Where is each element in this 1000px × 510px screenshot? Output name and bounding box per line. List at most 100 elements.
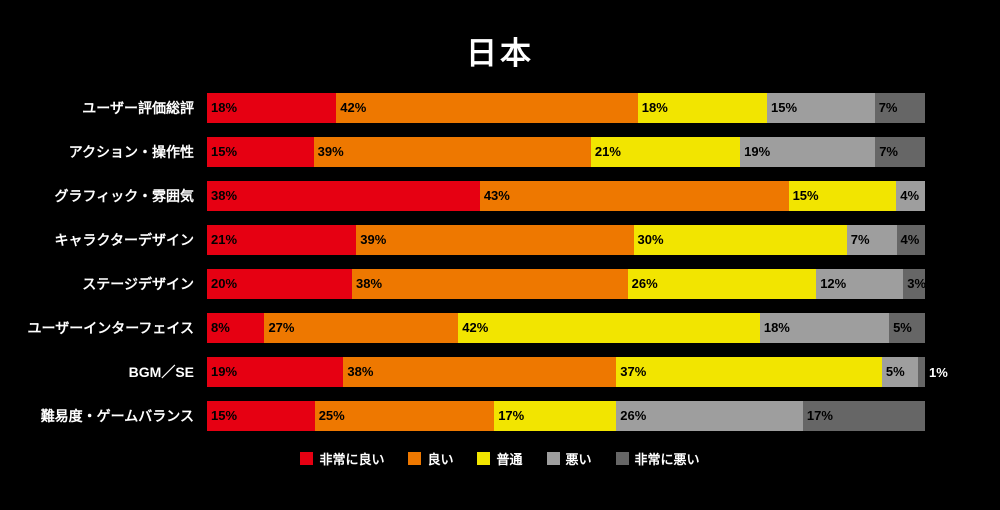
bar-segment: 7% <box>875 137 925 167</box>
bar-segment: 15% <box>767 93 875 123</box>
bar-segment: 19% <box>740 137 876 167</box>
bar-segment: 39% <box>356 225 634 255</box>
segment-value-label: 4% <box>900 232 920 247</box>
segment-value-label: 15% <box>211 144 238 159</box>
chart-title: 日本 <box>466 36 534 71</box>
segment-value-label: 8% <box>211 320 230 335</box>
bar-segment <box>917 357 925 387</box>
legend-item: 非常に悪い <box>615 449 700 468</box>
segment-value-label: 39% <box>360 232 387 247</box>
category-label: 難易度・ゲームバランス <box>40 408 194 424</box>
bar-segment: 8% <box>207 313 265 343</box>
segment-value-label: 38% <box>356 276 383 291</box>
bar-segment: 15% <box>207 401 315 431</box>
legend-swatch <box>546 452 560 465</box>
bar-segment: 17% <box>802 401 925 431</box>
bar-segment: 26% <box>616 401 803 431</box>
category-label: ユーザーインターフェイス <box>27 320 194 336</box>
segment-value-label: 19% <box>744 144 771 159</box>
bar-segment: 15% <box>788 181 897 211</box>
stacked-bar: 18% 42% 18% 15% 7% <box>207 93 925 123</box>
segment-value-label: 17% <box>806 408 833 423</box>
legend-item: 悪い <box>546 449 592 468</box>
segment-value-label: 21% <box>594 144 621 159</box>
legend-swatch <box>615 452 629 465</box>
legend-item: 良い <box>408 449 453 468</box>
bar-segment: 18% <box>637 93 768 123</box>
bar-segment: 26% <box>627 269 817 299</box>
segment-value-label: 43% <box>483 188 510 203</box>
legend-label: 普通 <box>496 452 523 467</box>
segment-value-label: 3% <box>907 276 925 291</box>
bar-segment: 5% <box>889 313 925 343</box>
stacked-bar: 38% 43% 15% 4% <box>207 181 925 211</box>
legend-label: 良い <box>427 452 454 467</box>
bar-segment: 18% <box>759 313 890 343</box>
segment-value-label: 18% <box>763 320 790 335</box>
segment-value-label: 18% <box>211 100 238 115</box>
segment-value-label: 18% <box>641 100 668 115</box>
segment-value-label: 42% <box>340 100 367 115</box>
segment-value-label-outside: 1% <box>929 364 948 380</box>
bar-segment: 39% <box>313 137 591 167</box>
bar-segment: 18% <box>207 93 337 123</box>
bar-segment: 21% <box>590 137 741 167</box>
bar-segment: 4% <box>896 225 925 255</box>
bar-segment: 38% <box>352 269 628 299</box>
bar-segment: 3% <box>903 269 925 299</box>
legend: 非常に良い 良い 普通 悪い 非常に悪い <box>0 449 1000 468</box>
segment-value-label: 21% <box>211 232 238 247</box>
bar-segment: 20% <box>207 269 353 299</box>
stacked-bar: 21% 39% 30% 7% 4% <box>207 225 925 255</box>
chart-row: ユーザーインターフェイス 8% 27% 42% 18% 5% <box>0 313 1000 343</box>
segment-value-label: 15% <box>792 188 819 203</box>
segment-value-label: 4% <box>900 188 920 203</box>
bar-segment: 4% <box>896 181 925 211</box>
stacked-bar: 8% 27% 42% 18% 5% <box>207 313 925 343</box>
category-label: グラフィック・雰囲気 <box>54 188 194 204</box>
segment-value-label: 27% <box>268 320 295 335</box>
legend-item: 普通 <box>477 449 523 468</box>
category-label: BGM／SE <box>128 364 194 380</box>
chart-row: グラフィック・雰囲気 38% 43% 15% 4% <box>0 181 1000 211</box>
segment-value-label: 37% <box>620 364 647 379</box>
segment-value-label: 5% <box>893 320 912 335</box>
legend-swatch <box>477 452 491 465</box>
segment-value-label: 5% <box>885 364 905 379</box>
legend-label: 悪い <box>565 452 592 467</box>
category-label: ユーザー評価総評 <box>82 100 194 116</box>
segment-value-label: 7% <box>850 232 870 247</box>
chart-rows: ユーザー評価総評 18% 42% 18% 15% 7% アクション・操作性 15% 39% 21%… <box>0 93 1000 431</box>
bar-segment: 27% <box>264 313 459 343</box>
bar-segment: 42% <box>336 93 638 123</box>
bar-segment: 42% <box>458 313 760 343</box>
bar-segment: 30% <box>633 225 847 255</box>
segment-value-label: 7% <box>879 144 898 159</box>
segment-value-label: 25% <box>318 408 345 423</box>
chart-row: BGM／SE 19% 38% 37% 5% 1% <box>0 357 1000 387</box>
legend-item: 非常に良い <box>300 449 384 468</box>
bar-segment: 21% <box>207 225 357 255</box>
category-label: キャラクターデザイン <box>54 232 194 248</box>
bar-segment: 12% <box>816 269 904 299</box>
segment-value-label: 17% <box>498 408 525 423</box>
segment-value-label: 26% <box>620 408 647 423</box>
segment-value-label: 15% <box>771 100 798 115</box>
legend-label: 非常に良い <box>319 452 385 467</box>
bar-segment: 19% <box>207 357 344 387</box>
legend-label: 非常に悪い <box>634 452 700 467</box>
stacked-bar: 20% 38% 26% 12% 3% <box>207 269 925 299</box>
segment-value-label: 26% <box>631 276 658 291</box>
segment-value-label: 12% <box>820 276 847 291</box>
segment-value-label: 38% <box>347 364 374 379</box>
segment-value-label: 15% <box>211 408 238 423</box>
chart-row: ステージデザイン 20% 38% 26% 12% 3% <box>0 269 1000 299</box>
stacked-bar: 15% 25% 17% 26% 17% <box>207 401 925 431</box>
category-label: ステージデザイン <box>82 276 194 292</box>
bar-segment: 7% <box>874 93 925 123</box>
chart-row: ユーザー評価総評 18% 42% 18% 15% 7% <box>0 93 1000 123</box>
category-label: アクション・操作性 <box>68 144 194 160</box>
segment-value-label: 7% <box>878 100 898 115</box>
bar-segment: 37% <box>616 357 882 387</box>
